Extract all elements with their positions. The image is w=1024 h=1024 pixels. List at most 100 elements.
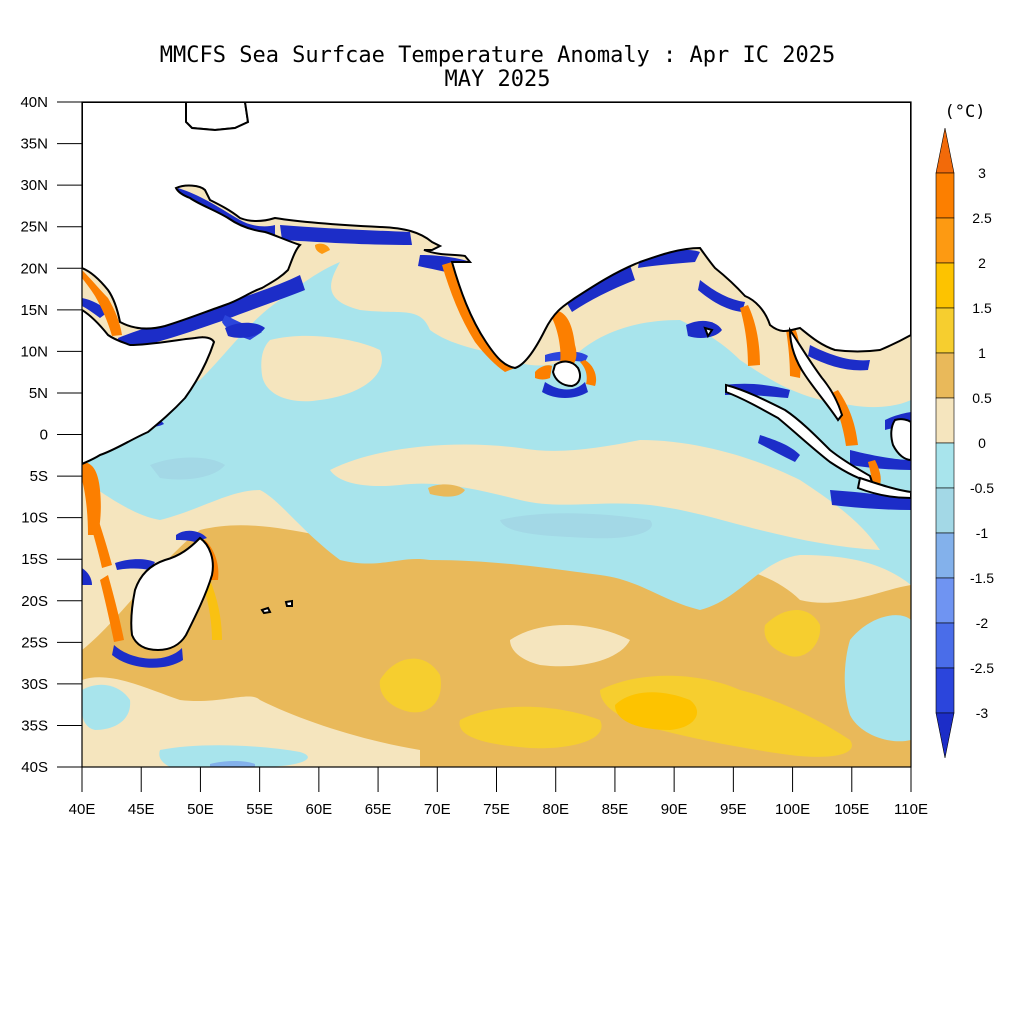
lon-tick-label: 80E xyxy=(542,801,569,818)
colorbar-level-label: -2.5 xyxy=(970,660,994,676)
colorbar-level-label: 2.5 xyxy=(972,210,992,226)
lat-tick-label: 10N xyxy=(20,343,48,360)
cold-rim-malay xyxy=(808,345,870,371)
colorbar: 3 2.5 2 1.5 1 0.5 0 -0.5 -1 -1.5 -2 -2.5 -3 xyxy=(935,127,994,759)
colorbar-swatch-2 xyxy=(935,262,955,309)
cold-rim-africa-w xyxy=(82,568,92,585)
field-warm-dot-equator xyxy=(428,484,465,497)
lat-tick-label: 0 xyxy=(40,427,48,444)
lon-tick-label: 90E xyxy=(661,801,688,818)
cold-rim-gulf xyxy=(176,188,275,237)
field-cool-sw-bottom xyxy=(159,745,308,767)
field-warm-patch-2 xyxy=(459,706,602,749)
cold-rim-sumatra xyxy=(758,435,800,462)
land-madagascar xyxy=(130,536,214,652)
colorbar-swatch-1 xyxy=(935,217,955,264)
warm-rim-myanmar xyxy=(740,305,760,366)
field-neutral-lens-central xyxy=(330,440,880,550)
lat-tick-label: 35S xyxy=(21,717,48,734)
lon-tick-label: 85E xyxy=(602,801,629,818)
lat-tick-label: 25S xyxy=(21,634,48,651)
field-warm-patch-4 xyxy=(764,610,821,657)
colorbar-level-label: 1.5 xyxy=(972,300,992,316)
lon-tick-label: 75E xyxy=(483,801,510,818)
lon-tick-label: 110E xyxy=(894,801,928,818)
warm-rim-moz-channel-w xyxy=(100,575,124,642)
warm-rim-mozambique xyxy=(88,510,112,568)
lon-tick-label: 50E xyxy=(187,801,214,818)
lon-tick-label: 95E xyxy=(720,801,747,818)
colorbar-level-label: -1 xyxy=(976,525,989,541)
colorbar-swatch-7 xyxy=(935,487,955,534)
lat-tick-label: 15S xyxy=(21,551,48,568)
lon-tick-label: 40E xyxy=(69,801,96,818)
cold-rim-socotra xyxy=(225,322,265,338)
lat-tick-label: 30N xyxy=(20,177,48,194)
lon-tick-label: 60E xyxy=(306,801,333,818)
lat-tick-label: 40N xyxy=(20,94,48,111)
warm-rim-srilanka-w xyxy=(535,365,552,380)
field-cool-patch-deep-2 xyxy=(150,457,225,480)
cold-rim-andaman xyxy=(686,320,722,338)
lat-tick-label: 5S xyxy=(30,468,48,485)
land-andaman xyxy=(703,326,714,339)
field-neutral-south-patch xyxy=(82,677,420,767)
land xyxy=(82,102,911,652)
lon-tick-label: 65E xyxy=(365,801,392,818)
colorbar-unit: (°C) xyxy=(945,102,986,122)
field-cool-bottom-dot xyxy=(210,761,255,767)
cold-rim-arabia-w xyxy=(82,298,108,318)
land-mauritius xyxy=(260,606,272,615)
colorbar-swatch-0 xyxy=(935,172,955,219)
colorbar-swatch-5 xyxy=(935,397,955,444)
field-cool-se xyxy=(844,615,911,742)
title-line-1: MMCFS Sea Surfcae Temperature Anomaly : … xyxy=(159,43,836,68)
warm-rim-india-east xyxy=(552,310,577,366)
colorbar-level-label: 0.5 xyxy=(972,390,992,406)
lat-tick-label: 20S xyxy=(21,593,48,610)
colorbar-level-label: -3 xyxy=(976,705,989,721)
colorbar-swatch-11 xyxy=(935,667,955,714)
land-asia-north xyxy=(82,102,911,370)
field-warm-patch-1 xyxy=(379,658,441,713)
warm-rim-srilanka xyxy=(580,360,597,386)
colorbar-level-label: -2 xyxy=(976,615,989,631)
cold-rim-java-2 xyxy=(850,450,911,470)
warm-rim-pak-dot xyxy=(315,243,330,254)
colorbar-bottom-arrow xyxy=(935,712,955,759)
colorbar-swatch-4 xyxy=(935,352,955,399)
title-line-2: MAY 2025 xyxy=(444,67,551,92)
lon-tick-label: 105E xyxy=(834,801,869,818)
field-warm-core xyxy=(615,692,698,730)
longitude-axis: 40E 45E 50E 55E 60E 65E 70E 75E 80E 85E 90E 95E 100E… xyxy=(69,767,928,818)
field-cool-sw xyxy=(82,684,131,730)
land-srilanka xyxy=(551,360,581,388)
land-malay xyxy=(788,326,844,422)
land-reunion xyxy=(284,599,293,607)
colorbar-level-label: 3 xyxy=(978,165,986,181)
lat-tick-label: 30S xyxy=(21,676,48,693)
warm-rim-madagascar-e-glow xyxy=(202,580,222,640)
cold-rim-east-india xyxy=(565,265,635,312)
colorbar-swatch-3 xyxy=(935,307,955,354)
field-cool-patch-deep xyxy=(500,513,652,539)
map-title: MMCFS Sea Surfcae Temperature Anomaly : … xyxy=(0,44,995,92)
colorbar-level-label: 0 xyxy=(978,435,986,451)
lon-tick-label: 55E xyxy=(246,801,273,818)
lat-tick-label: 40S xyxy=(21,759,48,776)
lon-tick-label: 70E xyxy=(424,801,451,818)
land-java xyxy=(856,476,911,500)
colorbar-top-arrow xyxy=(935,127,955,174)
colorbar-level-label: -1.5 xyxy=(970,570,994,586)
field-neutral-east-patch xyxy=(510,625,630,667)
lon-tick-label: 100E xyxy=(775,801,810,818)
cold-rim-srilanka-s xyxy=(542,382,588,398)
lat-tick-label: 15N xyxy=(20,302,48,319)
lon-tick-label: 45E xyxy=(128,801,155,818)
lat-tick-label: 10S xyxy=(21,510,48,527)
lat-tick-label: 20N xyxy=(20,260,48,277)
cold-rim-pakistan xyxy=(280,225,412,245)
colorbar-level-label: 1 xyxy=(978,345,986,361)
cold-rim-arabia xyxy=(118,275,305,350)
